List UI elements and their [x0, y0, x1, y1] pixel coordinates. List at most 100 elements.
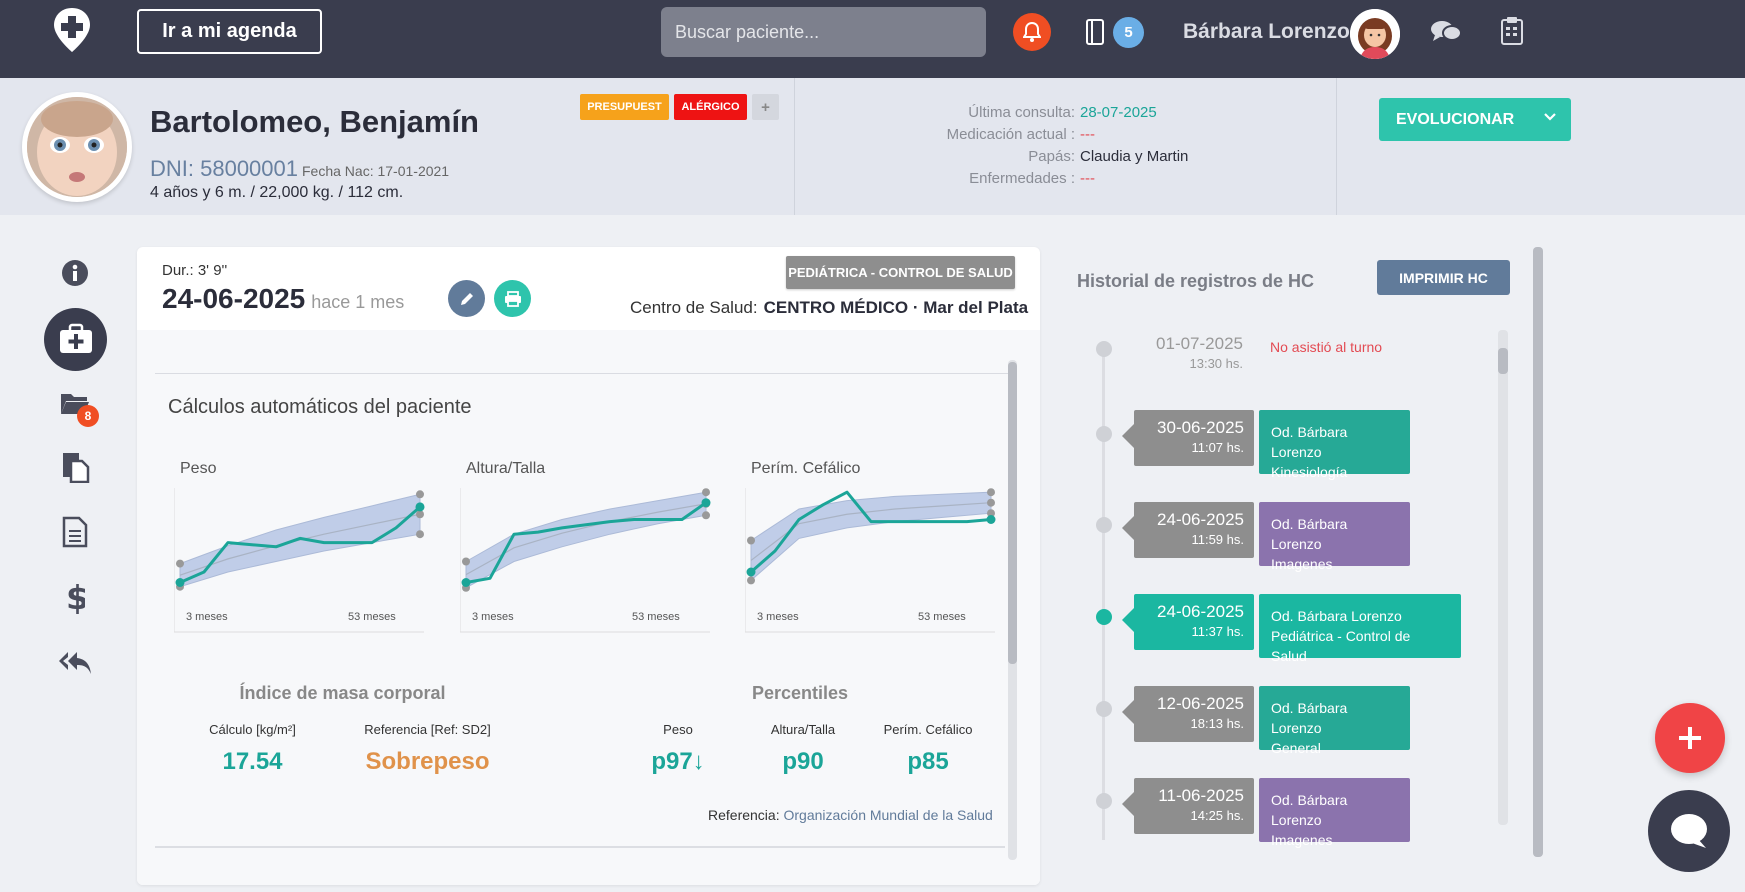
timeline-dot [1096, 793, 1112, 809]
add-tag-button[interactable]: + [752, 94, 779, 120]
history-entry[interactable]: Od. Bárbara Lorenzo General [1259, 686, 1410, 756]
patient-series-line [465, 501, 707, 584]
search-input[interactable] [661, 7, 986, 57]
health-center: Centro de Salud: CENTRO MÉDICO · Mar del … [630, 298, 1028, 318]
reference-source[interactable]: Organización Mundial de la Salud [783, 807, 993, 823]
band-endpoint [462, 557, 470, 566]
divider [155, 373, 1010, 374]
history-date[interactable]: 12-06-2025 18:13 hs. [1122, 686, 1254, 742]
patient-point [175, 578, 185, 587]
history-first-time: 13:30 hs. [1189, 356, 1244, 371]
consult-type-tag: PEDIÁTRICA - CONTROL DE SALUD [786, 256, 1015, 289]
file-text-icon[interactable] [55, 512, 95, 552]
band-endpoint [747, 536, 755, 545]
tag-alergico[interactable]: ALÉRGICO [674, 94, 747, 120]
user-name[interactable]: Bárbara Lorenzo [1183, 20, 1350, 43]
user-avatar[interactable] [1350, 9, 1400, 59]
history-scrollbar[interactable] [1498, 330, 1508, 825]
history-entry[interactable]: Od. Bárbara Lorenzo Pediátrica - Control … [1259, 594, 1461, 664]
chat-bubble-icon[interactable] [1648, 790, 1730, 872]
history-date[interactable]: 11-06-2025 14:25 hs. [1122, 778, 1254, 834]
consult-body [137, 330, 1040, 885]
percentile-label-peso: Peso [663, 722, 693, 737]
percentile-label-altura: Altura/Talla [770, 722, 836, 737]
history-date-value: 24-06-2025 [1157, 510, 1244, 529]
patient-stats: 4 años y 6 m. / 22,000 kg. / 112 cm. [150, 184, 404, 201]
value-papas: Claudia y Martin [1080, 148, 1189, 165]
chevron-down-icon[interactable] [1543, 110, 1557, 129]
timeline-dot [1096, 701, 1112, 717]
card-scrollbar-thumb[interactable] [1008, 362, 1017, 664]
percentile-value-altura: p90 [782, 748, 824, 775]
history-date[interactable]: 24-06-2025 11:37 hs. [1122, 594, 1254, 650]
history-doctor: Od. Bárbara Lorenzo [1271, 700, 1348, 736]
patient-point [415, 502, 425, 512]
notification-badge[interactable]: 5 [1113, 17, 1144, 48]
center-label: Centro de Salud: [630, 298, 758, 317]
print-history-button[interactable]: IMPRIMIR HC [1377, 260, 1510, 295]
timeline-line [1102, 345, 1105, 840]
history-date[interactable]: 30-06-2025 11:07 hs. [1122, 410, 1254, 466]
percentile-band [465, 491, 707, 589]
print-button[interactable] [494, 280, 531, 317]
documents-icon[interactable] [55, 447, 95, 487]
timeline-dot [1096, 517, 1112, 533]
consult-date-value: 24-06-2025 [162, 283, 306, 314]
history-entry[interactable]: Od. Bárbara Lorenzo Imagenes [1259, 502, 1410, 572]
history-doctor: Od. Bárbara Lorenzo [1271, 516, 1348, 552]
evolucionar-button[interactable]: EVOLUCIONAR [1379, 98, 1571, 141]
band-endpoint [747, 576, 755, 585]
band-endpoint [416, 510, 424, 519]
chart-peso: Peso 3 meses 53 meses [174, 450, 426, 635]
percentile-label-perimetro: Perím. Cefálico [883, 722, 973, 737]
dollar-icon[interactable]: $ [55, 577, 95, 617]
x-end-label: 53 meses [348, 611, 396, 623]
timeline-dot [1096, 341, 1112, 357]
info-labels: Última consulta: Medicación actual : Pap… [880, 102, 1075, 190]
header-divider [794, 78, 795, 215]
consult-ago: hace 1 mes [311, 292, 405, 312]
reply-all-icon[interactable] [55, 643, 95, 683]
tag-presupuesto[interactable]: PRESUPUEST [580, 94, 669, 120]
band-endpoint [702, 511, 710, 520]
folder-badge: 8 [77, 405, 99, 427]
logo-icon[interactable] [48, 6, 96, 54]
imc-calc-label: Cálculo [kg/m²] [209, 722, 296, 737]
history-time: 18:13 hs. [1190, 716, 1245, 731]
clipboard-icon[interactable] [1500, 16, 1524, 46]
add-button[interactable] [1655, 703, 1725, 773]
notebook-icon[interactable] [1084, 18, 1108, 46]
chart-title: Perím. Cefálico [751, 460, 861, 477]
reference: Referencia: Organización Mundial de la S… [708, 807, 993, 823]
patient-point [701, 498, 711, 508]
chat-icon[interactable] [1430, 19, 1462, 45]
divider [155, 846, 1005, 848]
label-papas: Papás: [1028, 148, 1075, 165]
evolucionar-label: EVOLUCIONAR [1396, 110, 1515, 128]
panel-scrollbar[interactable] [1533, 247, 1543, 857]
percentiles-title: Percentiles [751, 683, 849, 703]
info-icon[interactable] [55, 253, 95, 293]
chart-title: Peso [180, 460, 217, 477]
value-medicacion: --- [1080, 126, 1095, 143]
band-endpoint [987, 509, 995, 518]
value-ultima-consulta: 28-07-2025 [1080, 104, 1157, 121]
bell-icon[interactable] [1013, 13, 1051, 51]
medical-kit-icon[interactable] [56, 319, 96, 359]
band-endpoint [987, 488, 995, 497]
history-entry[interactable]: Od. Bárbara Lorenzo Kinesiología [1259, 410, 1410, 480]
history-doctor: Od. Bárbara Lorenzo [1271, 424, 1348, 460]
patient-photo [22, 92, 132, 202]
history-date[interactable]: 24-06-2025 11:59 hs. [1122, 502, 1254, 558]
label-enfermedades: Enfermedades : [969, 170, 1075, 187]
median-line [465, 503, 707, 576]
patient-series-line [750, 490, 992, 574]
header-divider [1336, 78, 1337, 215]
value-enfermedades: --- [1080, 170, 1095, 187]
agenda-button[interactable]: Ir a mi agenda [137, 9, 322, 54]
history-entry[interactable]: Od. Bárbara Lorenzo Imagenes [1259, 778, 1410, 848]
edit-button[interactable] [448, 280, 485, 317]
consult-date: 24-06-2025 hace 1 mes [162, 283, 404, 315]
history-scrollbar-thumb[interactable] [1498, 348, 1508, 374]
patient-series-line [179, 505, 421, 584]
